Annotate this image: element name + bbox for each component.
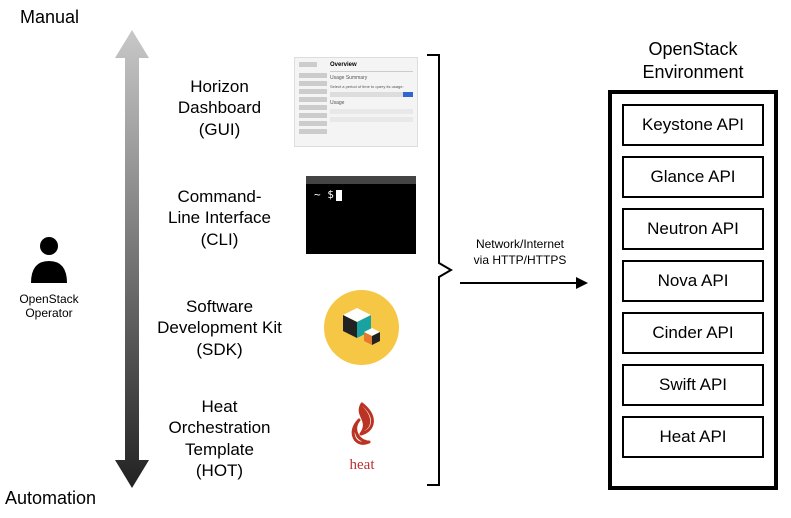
- axis-label-manual: Manual: [20, 7, 79, 28]
- openstack-operator: OpenStack Operator: [10, 235, 88, 321]
- api-neutron: Neutron API: [622, 208, 764, 250]
- grouping-bracket: [425, 53, 453, 487]
- api-swift: Swift API: [622, 364, 764, 406]
- heat-text: heat: [332, 457, 392, 474]
- api-heat: Heat API: [622, 416, 764, 458]
- operator-label-1: OpenStack: [19, 292, 78, 306]
- heat-flame-icon: heat: [332, 402, 392, 474]
- environment-title: OpenStack Environment: [608, 38, 778, 83]
- api-glance: Glance API: [622, 156, 764, 198]
- network-label: Network/Internet via HTTP/HTTPS: [460, 237, 580, 268]
- sdk-cube-icon: [324, 290, 399, 365]
- api-nova: Nova API: [622, 260, 764, 302]
- terminal-icon: ~ $: [306, 176, 416, 254]
- operator-label-2: Operator: [25, 306, 72, 320]
- axis-label-automation: Automation: [5, 488, 96, 509]
- tool-label-sdk: Software Development Kit (SDK): [152, 296, 287, 360]
- tool-label-cli: Command- Line Interface (CLI): [152, 186, 287, 250]
- person-icon: [28, 235, 70, 283]
- tool-label-heat: Heat Orchestration Template (HOT): [152, 396, 287, 481]
- terminal-prompt: ~ $: [314, 188, 334, 201]
- dashboard-screenshot-icon: Overview Usage Summary Select a period o…: [294, 57, 418, 147]
- tool-label-horizon: Horizon Dashboard (GUI): [152, 76, 287, 140]
- api-keystone: Keystone API: [622, 104, 764, 146]
- network-arrow-icon: [458, 275, 588, 291]
- manual-automation-axis-arrow: [115, 30, 149, 488]
- environment-box: Keystone API Glance API Neutron API Nova…: [608, 90, 778, 490]
- api-cinder: Cinder API: [622, 312, 764, 354]
